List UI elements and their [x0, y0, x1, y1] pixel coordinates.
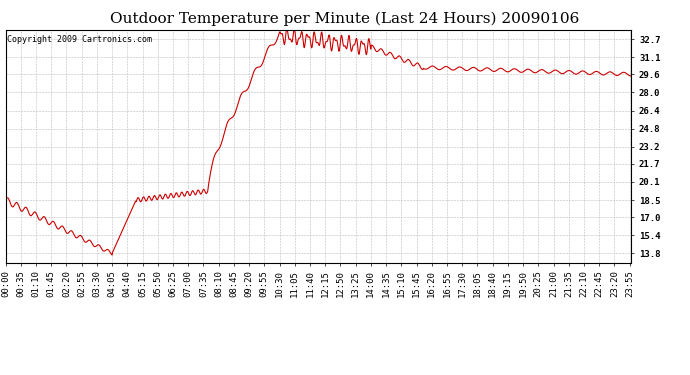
Text: Copyright 2009 Cartronics.com: Copyright 2009 Cartronics.com: [8, 34, 152, 44]
Text: Outdoor Temperature per Minute (Last 24 Hours) 20090106: Outdoor Temperature per Minute (Last 24 …: [110, 11, 580, 26]
